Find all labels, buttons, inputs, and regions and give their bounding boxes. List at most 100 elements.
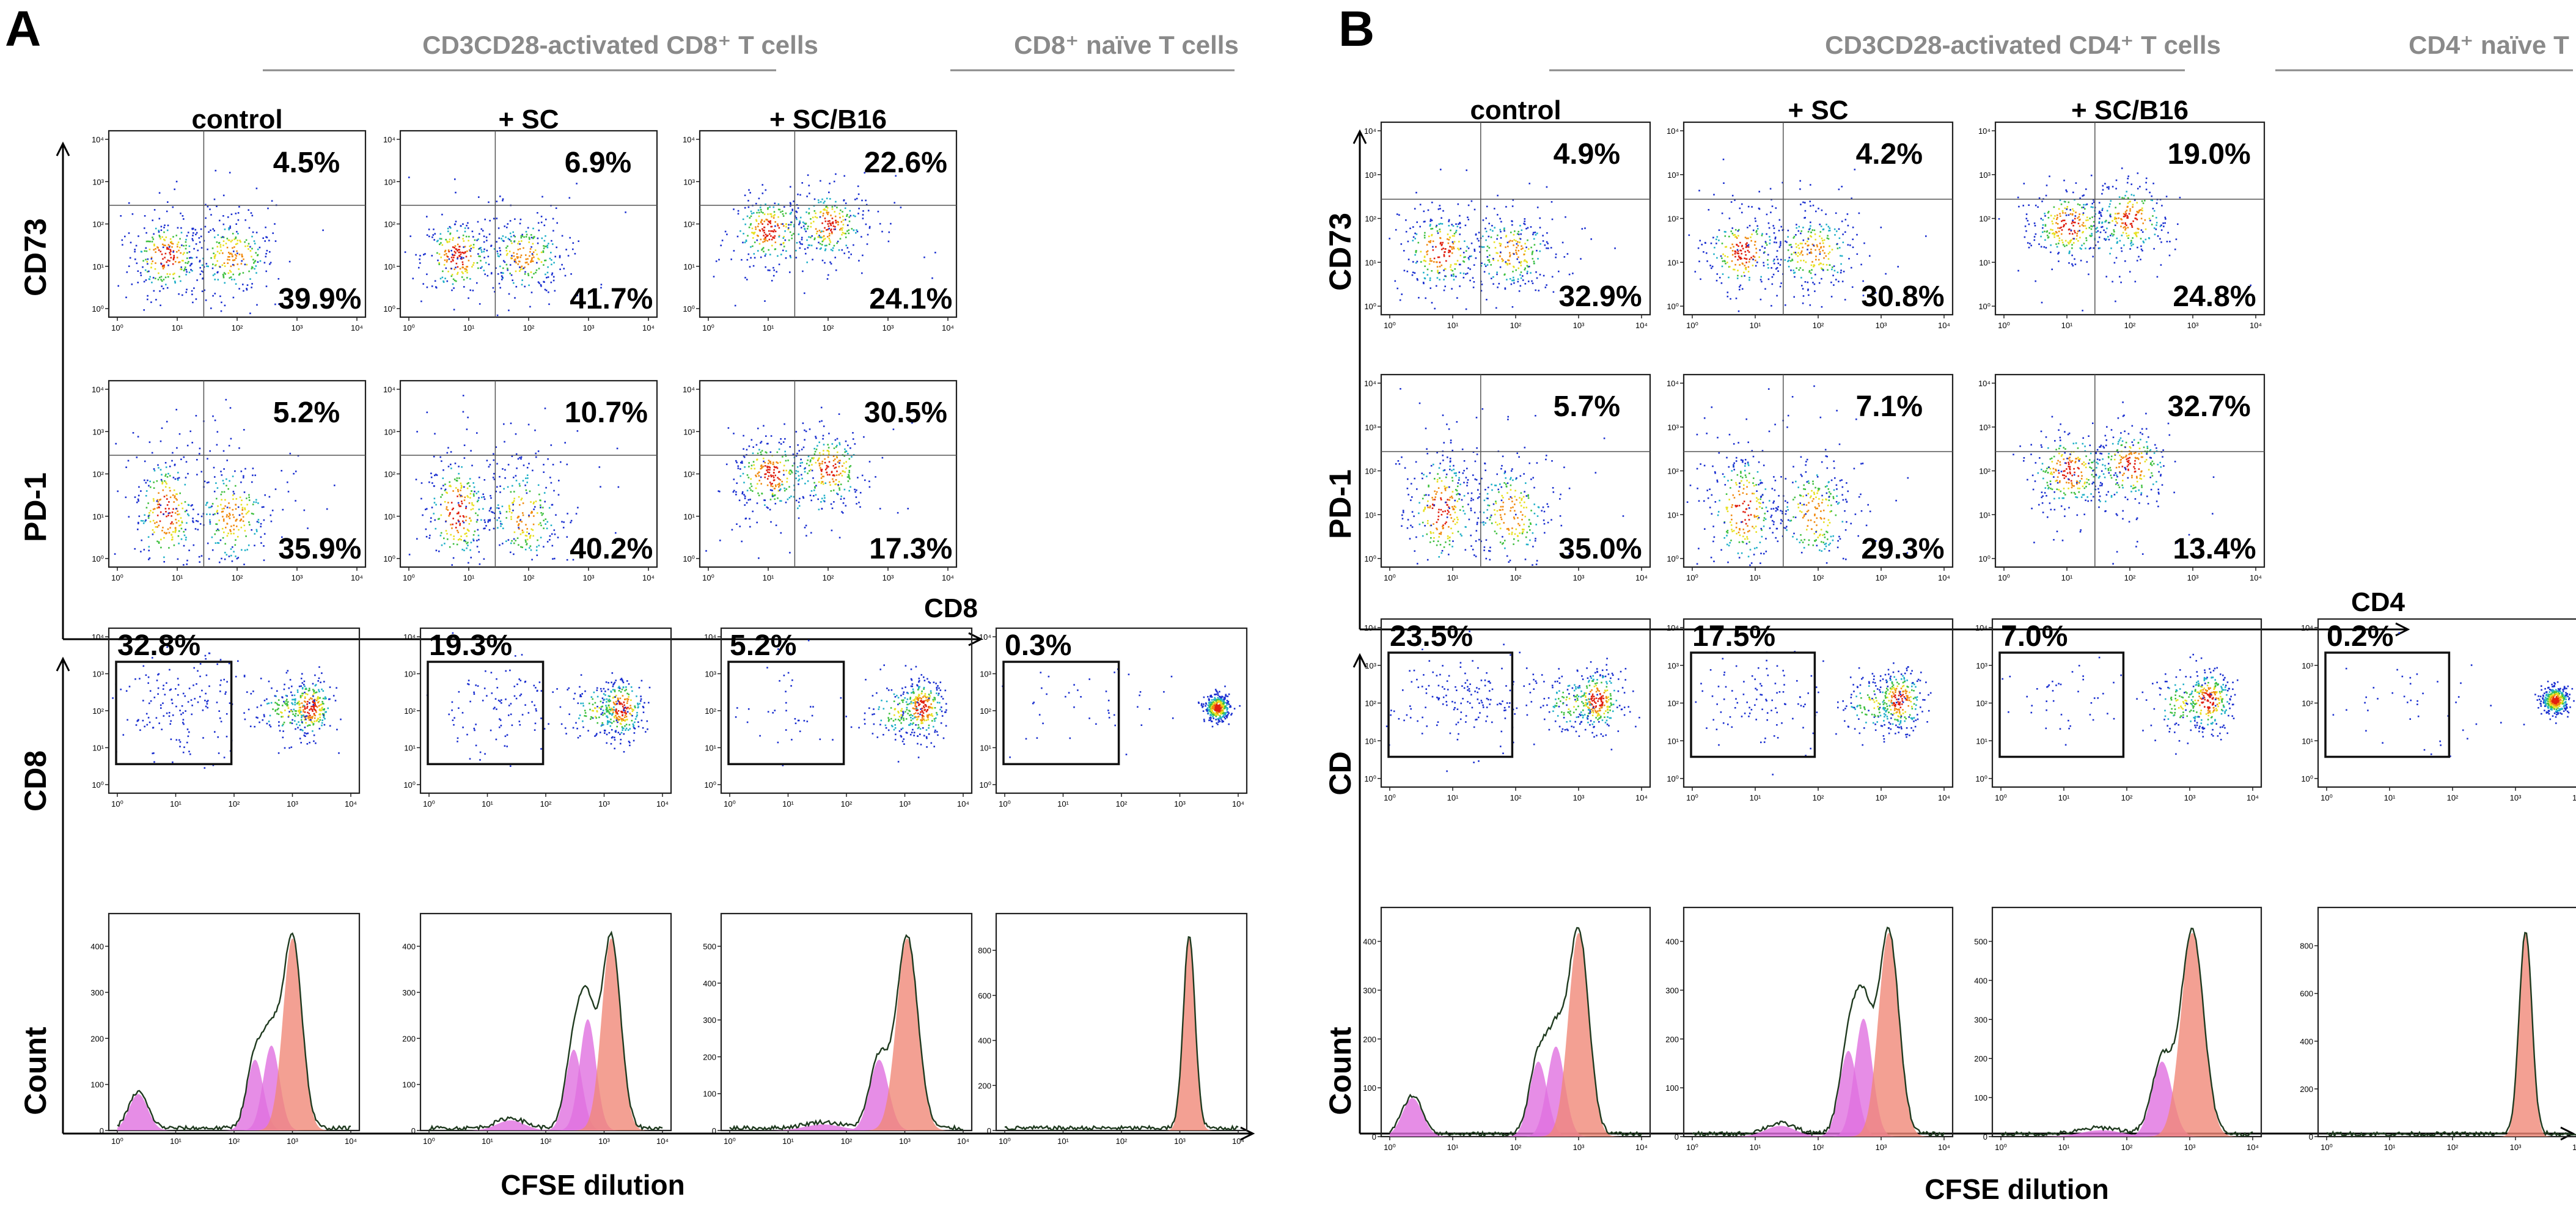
event-dot [834,458,836,460]
event-dot [187,504,189,506]
cd73-lower-right-percent: 39.9% [278,283,361,315]
event-dot [1209,708,1211,710]
event-dot [525,489,527,491]
event-dot [232,514,234,516]
event-dot [534,429,536,431]
event-dot [209,521,211,523]
event-dot [467,416,469,419]
event-dot [844,451,846,453]
event-dot [563,521,565,523]
event-dot [318,720,320,723]
event-dot [257,261,259,263]
event-dot [648,686,651,689]
event-dot [1213,701,1214,703]
event-dot [216,487,219,489]
event-dot [591,717,593,719]
event-dot [950,550,952,552]
event-dot [161,285,163,287]
event-dot [496,241,497,243]
event-dot [161,480,163,482]
event-dot [309,717,310,719]
event-dot [222,450,225,452]
event-dot [775,524,777,526]
event-dot [1213,705,1215,706]
event-dot [786,477,788,480]
event-dot [832,489,835,491]
event-dot [175,739,178,741]
event-dot [192,235,194,236]
event-dot [230,525,232,527]
event-dot [149,248,151,251]
event-dot [634,728,636,730]
event-dot [215,523,217,525]
event-dot [877,210,879,213]
event-dot [838,444,841,445]
event-dot [617,719,620,721]
event-dot [230,548,232,550]
event-dot [143,280,145,283]
event-dot [752,461,755,463]
event-dot [244,530,246,532]
event-dot [519,218,522,221]
event-dot [799,247,801,249]
event-dot [732,491,735,493]
event-dot [230,265,232,268]
event-dot [178,249,180,252]
event-dot [185,244,187,247]
event-dot [235,498,238,500]
event-dot [243,475,244,477]
event-dot [1210,702,1212,703]
event-dot [158,218,161,220]
event-dot [297,714,299,716]
event-dot [177,535,180,537]
event-dot [771,238,773,241]
event-dot [172,522,174,525]
event-dot [762,230,764,232]
event-dot [856,230,859,233]
event-dot [195,415,197,417]
event-dot [215,482,217,484]
event-dot [787,498,789,500]
event-dot [741,460,743,463]
event-dot [295,500,296,502]
event-dot [334,700,337,702]
event-dot [230,554,232,557]
event-dot [633,725,635,727]
event-dot [769,489,772,491]
event-dot [467,222,469,224]
event-dot [861,272,863,274]
event-dot [230,252,232,254]
event-dot [132,432,134,434]
event-dot [155,262,156,264]
event-dot [299,713,301,714]
event-dot [784,230,786,232]
event-dot [222,480,224,482]
event-dot [744,497,746,499]
event-dot [162,258,164,260]
event-dot [152,727,155,728]
event-dot [559,256,561,258]
event-dot [758,557,760,559]
event-dot [777,648,779,650]
event-dot [890,689,893,691]
event-dot [558,480,560,482]
y-tick-label: 10² [404,706,416,716]
event-dot [934,698,936,701]
event-dot [456,230,458,232]
panel-A: A CD3CD28-activated CD8⁺ T cells CD8⁺ naïv… [5,1,1255,1201]
event-dot [134,251,136,253]
event-dot [199,663,202,665]
event-dot [529,255,530,257]
event-dot [504,261,506,263]
event-dot [553,489,555,492]
event-dot [611,729,613,731]
event-dot [204,767,206,769]
event-dot [748,189,750,191]
event-dot [234,470,236,472]
event-dot [616,447,618,450]
event-dot [290,709,292,712]
event-dot [500,725,502,727]
event-dot [836,471,838,472]
